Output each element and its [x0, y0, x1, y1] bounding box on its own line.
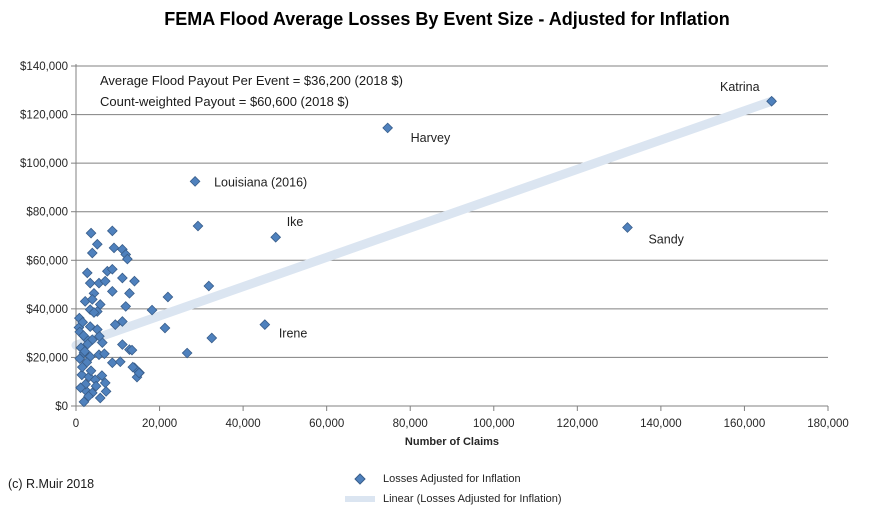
x-tick-label: 60,000 [309, 418, 344, 430]
data-point [81, 267, 93, 279]
data-point [99, 275, 111, 287]
data-point [162, 291, 174, 303]
data-point [206, 332, 218, 344]
data-point [85, 227, 97, 239]
x-tick-label: 40,000 [226, 418, 261, 430]
data-point-louisiana-2016- [189, 175, 201, 187]
diamond-marker-icon [343, 473, 377, 485]
data-point [94, 392, 106, 404]
y-tick-label: $100,000 [20, 158, 68, 170]
trendline-swatch-icon [343, 495, 377, 503]
data-point [84, 277, 96, 289]
y-tick-label: $20,000 [26, 352, 68, 364]
data-point [120, 301, 132, 312]
y-tick-label: $80,000 [26, 207, 68, 219]
annotation-line-1: Average Flood Payout Per Event = $36,200… [100, 73, 403, 88]
data-point [88, 307, 100, 318]
y-tick-label: $60,000 [26, 255, 68, 267]
x-tick-label: 140,000 [640, 418, 682, 430]
x-tick-label: 180,000 [807, 418, 849, 430]
data-point [117, 339, 128, 350]
data-point [127, 361, 139, 373]
data-point [76, 361, 88, 373]
data-point-sandy [622, 222, 633, 233]
data-point [77, 316, 89, 328]
data-point [106, 225, 118, 237]
plot-area: $0 $20,000 $40,000 $60,000 $80,000 $100,000 $1… [20, 61, 849, 430]
data-point [90, 380, 102, 392]
data-point [129, 275, 140, 287]
data-point [159, 322, 171, 334]
data-point-harvey [382, 122, 394, 134]
legend-item-trendline: Linear (Losses Adjusted for Inflation) [343, 489, 562, 509]
y-tick-label: $120,000 [20, 110, 68, 122]
data-point [83, 390, 94, 402]
legend-item-points: Losses Adjusted for Inflation [343, 469, 562, 489]
point-label: Louisiana (2016) [214, 175, 307, 189]
annotation-line-2: Count-weighted Payout = $60,600 (2018 $) [100, 94, 349, 109]
data-point [86, 247, 98, 259]
data-point [109, 319, 121, 331]
data-point [85, 365, 97, 377]
data-point [82, 338, 94, 350]
data-point [106, 357, 118, 369]
data-point [78, 396, 90, 408]
x-tick-label: 0 [73, 418, 79, 430]
data-point [114, 356, 126, 368]
data-point [126, 344, 138, 356]
annotation-textbox: Average Flood Payout Per Event = $36,200… [100, 70, 403, 112]
x-axis-title: Number of Claims [404, 436, 500, 448]
trendline [71, 96, 777, 350]
point-label: Katrina [720, 80, 760, 94]
data-point [106, 263, 118, 275]
data-point-katrina [766, 95, 777, 107]
data-point [84, 321, 96, 332]
data-point [117, 316, 128, 327]
point-label: Irene [279, 327, 308, 341]
chart-title: FEMA Flood Average Losses By Event Size … [164, 9, 730, 29]
x-tick-label: 20,000 [142, 418, 177, 430]
data-point [203, 280, 215, 292]
legend-label-points: Losses Adjusted for Inflation [383, 473, 521, 485]
data-point-irene [259, 319, 271, 331]
data-point [94, 330, 105, 342]
data-point [91, 238, 103, 250]
legend: Losses Adjusted for Inflation Linear (Lo… [343, 469, 562, 509]
x-tick-label: 80,000 [393, 418, 428, 430]
data-point [146, 304, 158, 316]
data-point [86, 294, 98, 305]
data-point [106, 286, 118, 297]
data-point [133, 367, 145, 379]
data-point [80, 378, 91, 390]
data-point [79, 345, 91, 357]
data-point [192, 220, 204, 232]
data-point [100, 386, 112, 397]
point-label: Harvey [411, 131, 451, 145]
data-point [124, 287, 135, 299]
x-tick-label: 100,000 [473, 418, 515, 430]
data-point [99, 348, 110, 360]
legend-label-trendline: Linear (Losses Adjusted for Inflation) [383, 493, 562, 505]
data-point [122, 253, 133, 265]
data-point [181, 347, 193, 359]
y-tick-label: $0 [55, 401, 68, 413]
point-label: Ike [287, 215, 304, 229]
x-tick-label: 120,000 [557, 418, 599, 430]
y-tick-label: $140,000 [20, 61, 68, 73]
x-tick-label: 160,000 [724, 418, 766, 430]
y-tick-label: $40,000 [26, 304, 68, 316]
data-point [117, 272, 128, 284]
data-point-ike [270, 231, 282, 243]
data-point [96, 370, 108, 382]
data-point [78, 330, 89, 341]
data-point [75, 382, 86, 394]
copyright-text: (c) R.Muir 2018 [8, 477, 95, 491]
point-label: Sandy [648, 233, 684, 247]
data-point [108, 242, 120, 254]
data-point [74, 353, 86, 365]
